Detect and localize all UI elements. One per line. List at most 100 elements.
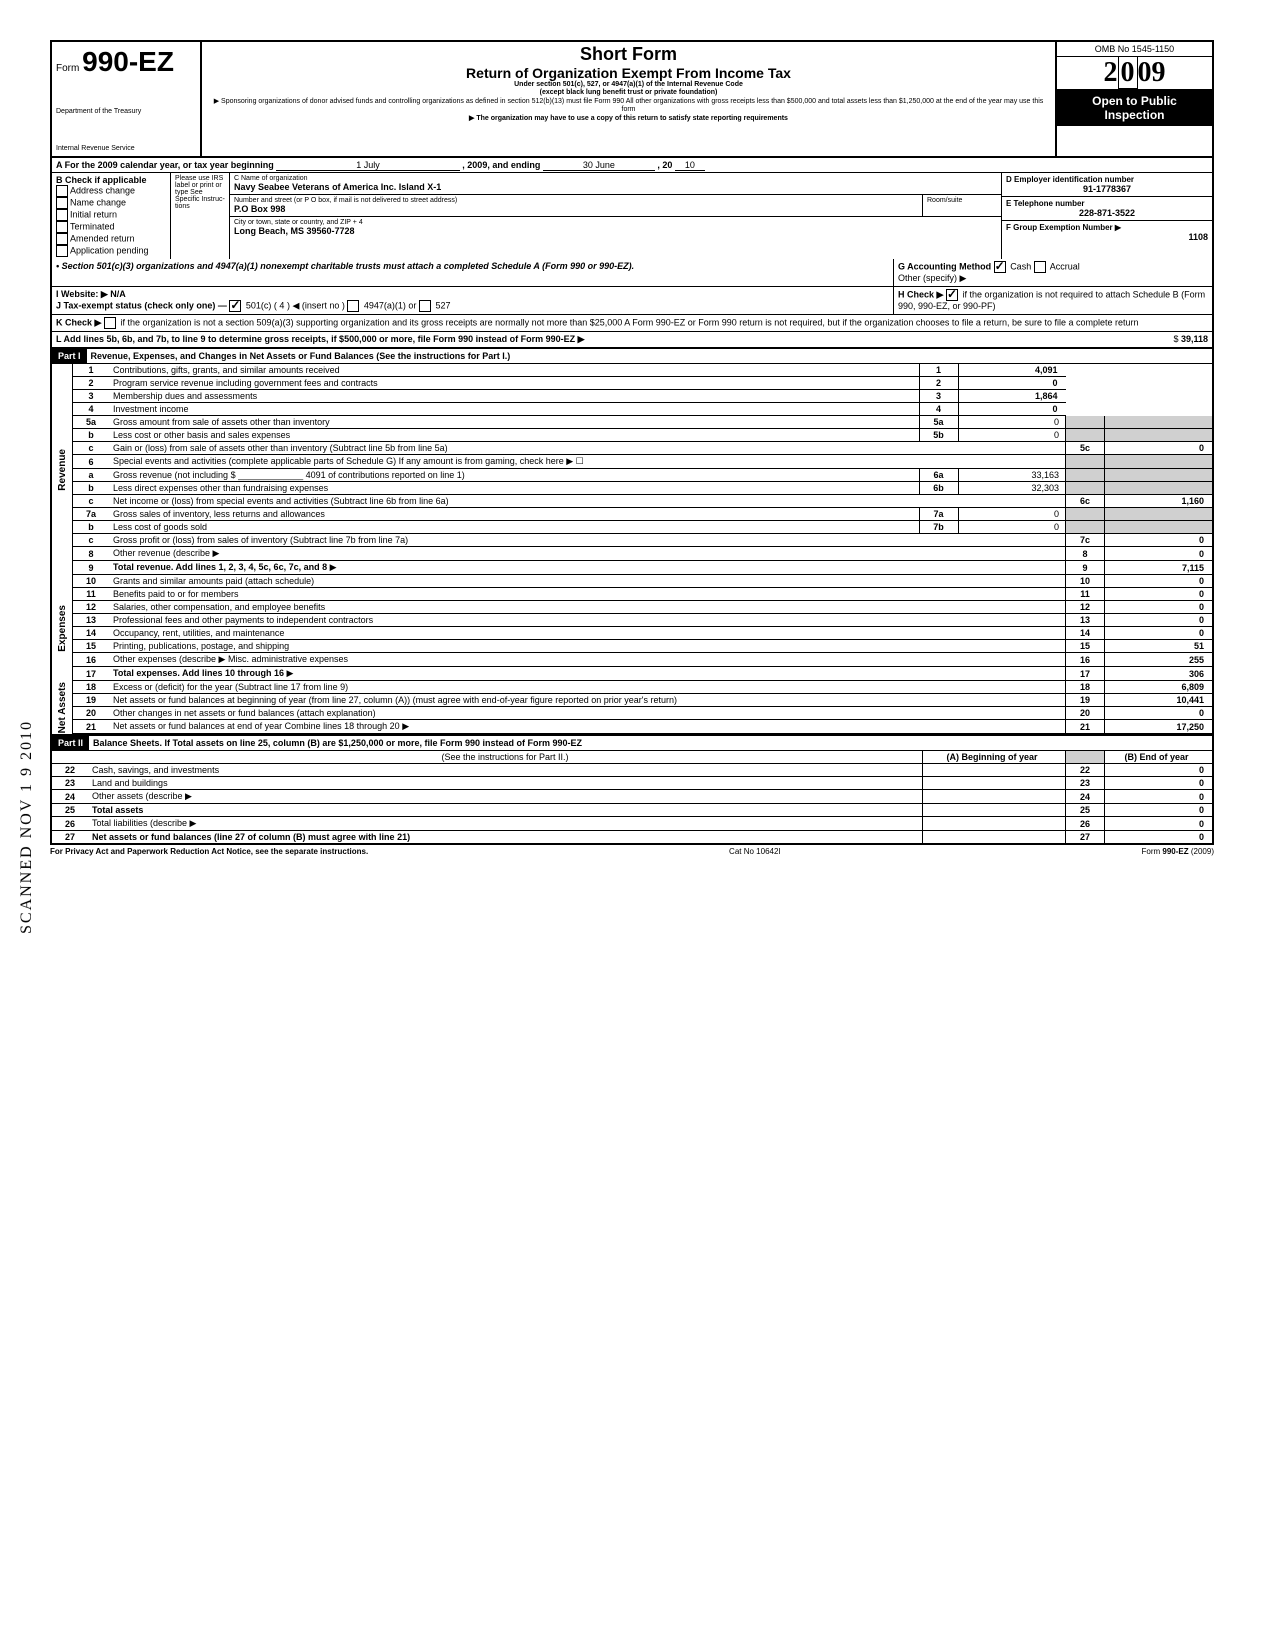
- line-6c-desc: Net income or (loss) from special events…: [109, 495, 1066, 508]
- opt-terminated[interactable]: Terminated: [56, 221, 166, 233]
- line-5a-num: 5a: [73, 416, 109, 429]
- dept1: Department of the Treasury: [56, 108, 196, 115]
- h-checkbox[interactable]: [946, 289, 958, 301]
- bullet-501c3: • Section 501(c)(3) organizations and 49…: [52, 259, 894, 286]
- line-1-box: 1: [919, 364, 958, 377]
- line-25-num: 25: [51, 804, 88, 817]
- scanned-stamp: SCANNED NOV 1 9 2010: [18, 720, 36, 934]
- line-16-num: 16: [73, 653, 109, 667]
- line-14-desc: Occupancy, rent, utilities, and maintena…: [109, 627, 1066, 640]
- line-24-num: 24: [51, 790, 88, 804]
- cash-checkbox[interactable]: [994, 261, 1006, 273]
- col-a-header: (A) Beginning of year: [923, 751, 1066, 764]
- line-6a-num: a: [73, 469, 109, 482]
- part2-title: Balance Sheets. If Total assets on line …: [89, 736, 1212, 750]
- city-label: City or town, state or country, and ZIP …: [234, 219, 997, 226]
- section-a: A For the 2009 calendar year, or tax yea…: [50, 158, 1214, 173]
- tax-year: 2009: [1057, 57, 1212, 90]
- subtitle3: ▶ Sponsoring organizations of donor advi…: [210, 98, 1047, 115]
- line-21-amt: 17,250: [1105, 720, 1213, 734]
- line-6-num: 6: [73, 455, 109, 469]
- line-23-desc: Land and buildings: [88, 777, 923, 790]
- line-5b-desc: Less cost or other basis and sales expen…: [109, 429, 919, 442]
- line-27-amt: 0: [1105, 831, 1214, 845]
- subtitle4: ▶ The organization may have to use a cop…: [210, 115, 1047, 123]
- tax-year-end-month: 30 June: [543, 160, 655, 171]
- 527-checkbox[interactable]: [419, 300, 431, 312]
- line-16-desc: Other expenses (describe ▶ Misc. adminis…: [109, 653, 1066, 667]
- line-6b-amt: 32,303: [958, 482, 1066, 495]
- part2-label: Part II: [52, 736, 89, 750]
- line-11-amt: 0: [1105, 588, 1213, 601]
- opt-address-change[interactable]: Address change: [56, 185, 166, 197]
- line-11-num: 11: [73, 588, 109, 601]
- line-1-amt: 4,091: [958, 364, 1066, 377]
- line-14-num: 14: [73, 627, 109, 640]
- accrual-checkbox[interactable]: [1034, 261, 1046, 273]
- netassets-block: Net Assets 18Excess or (deficit) for the…: [50, 681, 1214, 736]
- line-10-amt: 0: [1105, 575, 1213, 588]
- line-6b-num: b: [73, 482, 109, 495]
- line-20-desc: Other changes in net assets or fund bala…: [109, 707, 1066, 720]
- title-short-form: Short Form: [210, 44, 1047, 65]
- footer-catno: Cat No 10642I: [729, 847, 781, 856]
- line-8-amt: 0: [1105, 547, 1213, 561]
- line-6-desc: Special events and activities (complete …: [109, 455, 1066, 469]
- line-7c-amt: 0: [1105, 534, 1213, 547]
- line-23-amt: 0: [1105, 777, 1214, 790]
- line-20-num: 20: [73, 707, 109, 720]
- opt-initial-return[interactable]: Initial return: [56, 209, 166, 221]
- line-5a-desc: Gross amount from sale of assets other t…: [113, 417, 330, 427]
- line-6c-num: c: [73, 495, 109, 508]
- h-label: H Check ▶: [898, 289, 943, 299]
- l-text: L Add lines 5b, 6b, and 7b, to line 9 to…: [56, 334, 585, 344]
- j-label: J Tax-exempt status (check only one) —: [56, 300, 227, 310]
- opt-pending[interactable]: Application pending: [56, 245, 166, 257]
- expenses-block: Expenses 10Grants and similar amounts pa…: [50, 575, 1214, 681]
- k-checkbox[interactable]: [104, 317, 116, 329]
- form-prefix: Form: [56, 63, 79, 74]
- line-7a-num: 7a: [73, 508, 109, 521]
- section-501-g: • Section 501(c)(3) organizations and 49…: [50, 259, 1214, 287]
- line-7b-desc: Less cost of goods sold: [109, 521, 919, 534]
- line-17-num: 17: [73, 667, 109, 681]
- line-7c-num: c: [73, 534, 109, 547]
- line-8-desc: Other revenue (describe ▶: [109, 547, 1066, 561]
- part1-title: Revenue, Expenses, and Changes in Net As…: [87, 349, 1212, 363]
- line-1-desc: Contributions, gifts, grants, and simila…: [109, 364, 919, 377]
- line-24-desc: Other assets (describe ▶: [88, 790, 923, 804]
- name-label: C Name of organization: [234, 175, 997, 182]
- revenue-block: Revenue 1Contributions, gifts, grants, a…: [50, 364, 1214, 575]
- org-street: P.O Box 998: [234, 204, 918, 214]
- opt-name-change[interactable]: Name change: [56, 197, 166, 209]
- line-5a-amt: 0: [958, 416, 1066, 429]
- 501c-checkbox[interactable]: [229, 300, 241, 312]
- line-2-desc: Program service revenue including govern…: [109, 377, 919, 390]
- line-13-num: 13: [73, 614, 109, 627]
- line-3-num: 3: [73, 390, 109, 403]
- line-25-desc: Total assets: [88, 804, 923, 817]
- line-9-amt: 7,115: [1105, 561, 1213, 575]
- line-18-desc: Excess or (deficit) for the year (Subtra…: [109, 681, 1066, 694]
- org-city: Long Beach, MS 39560-7728: [234, 226, 997, 236]
- org-name: Navy Seabee Veterans of America Inc. Isl…: [234, 182, 997, 192]
- omb-number: OMB No 1545-1150: [1057, 42, 1212, 57]
- line-18-amt: 6,809: [1105, 681, 1213, 694]
- line-7b-num: b: [73, 521, 109, 534]
- room-suite-label: Room/suite: [922, 195, 1001, 216]
- insert-no: ◀ (insert no ): [292, 300, 344, 310]
- line-22-amt: 0: [1105, 764, 1214, 777]
- tax-year-begin: 1 July: [276, 160, 460, 171]
- section-a-mid: , 2009, and ending: [462, 160, 540, 170]
- 4947-checkbox[interactable]: [347, 300, 359, 312]
- col-b-header: (B) End of year: [1105, 751, 1214, 764]
- form-number: 990-EZ: [82, 46, 174, 77]
- line-9-desc: Total revenue. Add lines 1, 2, 3, 4, 5c,…: [113, 562, 327, 572]
- line-2-num: 2: [73, 377, 109, 390]
- section-b-label: B Check if applicable: [56, 175, 166, 185]
- line-6a-amt: 33,163: [958, 469, 1066, 482]
- opt-amended[interactable]: Amended return: [56, 233, 166, 245]
- h-text: if the organization is not required to a…: [898, 289, 1205, 311]
- line-21-num: 21: [73, 720, 109, 734]
- line-5c-desc: Gain or (loss) from sale of assets other…: [109, 442, 1066, 455]
